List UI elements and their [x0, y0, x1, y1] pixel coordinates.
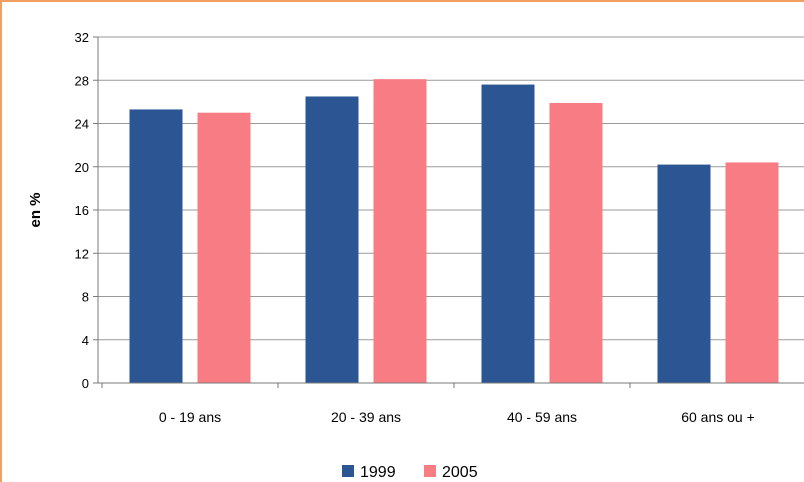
y-tick-label: 0	[82, 376, 89, 391]
y-tick-label: 24	[75, 117, 89, 132]
x-category-label: 60 ans ou +	[681, 409, 755, 425]
bar-2005-2	[549, 102, 603, 384]
bar-1999-0	[129, 109, 183, 383]
y-tick-label: 12	[75, 246, 89, 261]
legend-label: 1999	[360, 464, 396, 481]
bar-1999-2	[481, 84, 535, 383]
bar-2005-0	[197, 112, 251, 383]
y-tick-label: 16	[75, 203, 89, 218]
x-category-label: 0 - 19 ans	[159, 409, 221, 425]
bar-1999-3	[657, 164, 711, 383]
x-category-label: 20 - 39 ans	[331, 409, 401, 425]
bar-2005-3	[725, 162, 779, 383]
y-tick-label: 32	[75, 30, 89, 45]
y-tick-labels: 0 4 8 12 16 20 24 28 32	[75, 30, 89, 391]
y-tick-label: 20	[75, 160, 89, 175]
legend-swatch	[342, 465, 354, 477]
x-category-labels: 0 - 19 ans 20 - 39 ans 40 - 59 ans 60 ans o…	[159, 409, 755, 425]
bar-2005-1	[373, 79, 427, 383]
y-tick-label: 28	[75, 73, 89, 88]
y-axis-label: en %	[27, 192, 44, 227]
legend-swatch	[424, 465, 436, 477]
y-tick-label: 4	[82, 333, 89, 348]
bar-1999-1	[305, 96, 359, 383]
legend-label: 2005	[442, 464, 478, 481]
bars	[129, 79, 779, 384]
x-category-label: 40 - 59 ans	[507, 409, 577, 425]
y-tick-label: 8	[82, 290, 89, 305]
legend: 1999 2005	[342, 464, 478, 481]
